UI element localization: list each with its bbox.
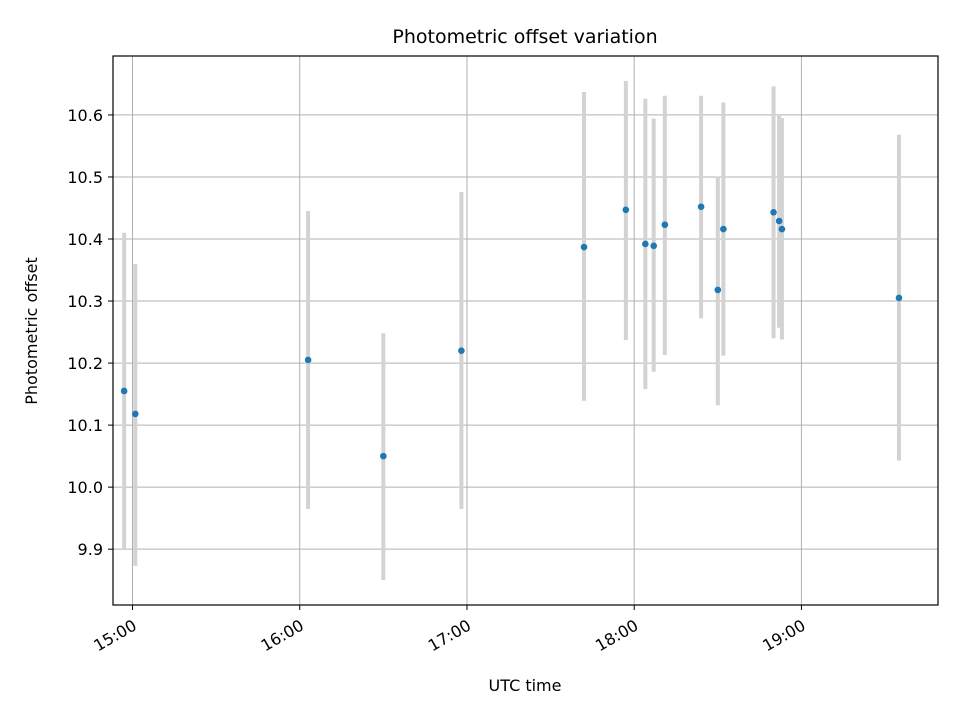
data-point <box>622 206 630 214</box>
x-tick-label: 19:00 <box>759 616 808 656</box>
data-points <box>120 203 903 460</box>
plot-frame <box>112 55 939 606</box>
data-point <box>458 347 465 354</box>
chart-title: Photometric offset variation <box>392 26 657 48</box>
data-point <box>380 452 387 460</box>
data-point <box>131 410 139 418</box>
x-tick-label: 18:00 <box>592 616 641 656</box>
x-axis-label: UTC time <box>489 676 562 695</box>
y-axis-label: Photometric offset <box>22 257 41 405</box>
grid-lines <box>113 56 938 605</box>
data-point <box>650 242 658 250</box>
x-axis-ticks: 15:00 16:00 17:00 18:00 19:00 <box>90 605 809 656</box>
data-point <box>714 286 722 294</box>
y-tick-label: 10.6 <box>67 106 103 125</box>
y-tick-label: 10.1 <box>67 416 103 435</box>
data-point <box>770 209 777 216</box>
y-tick-label: 10.0 <box>67 478 103 497</box>
data-point <box>720 225 727 233</box>
data-point <box>120 387 128 395</box>
data-point <box>697 203 705 211</box>
data-point <box>642 240 649 248</box>
data-point <box>778 225 786 233</box>
y-tick-label: 10.4 <box>67 230 103 249</box>
y-tick-label: 10.5 <box>67 168 103 187</box>
data-point <box>580 243 588 251</box>
data-point <box>661 221 669 229</box>
y-tick-label: 9.9 <box>78 540 103 559</box>
y-axis-ticks: 9.9 10.0 10.1 10.2 10.3 10.4 10.5 10.6 <box>67 106 113 559</box>
y-tick-label: 10.3 <box>67 292 103 311</box>
error-bars <box>122 80 901 581</box>
x-tick-label: 15:00 <box>90 616 139 656</box>
data-point <box>304 356 312 364</box>
y-tick-label: 10.2 <box>67 354 103 373</box>
data-point <box>895 294 903 302</box>
x-tick-label: 16:00 <box>258 616 307 656</box>
x-tick-label: 17:00 <box>425 616 474 656</box>
data-point <box>775 217 783 225</box>
